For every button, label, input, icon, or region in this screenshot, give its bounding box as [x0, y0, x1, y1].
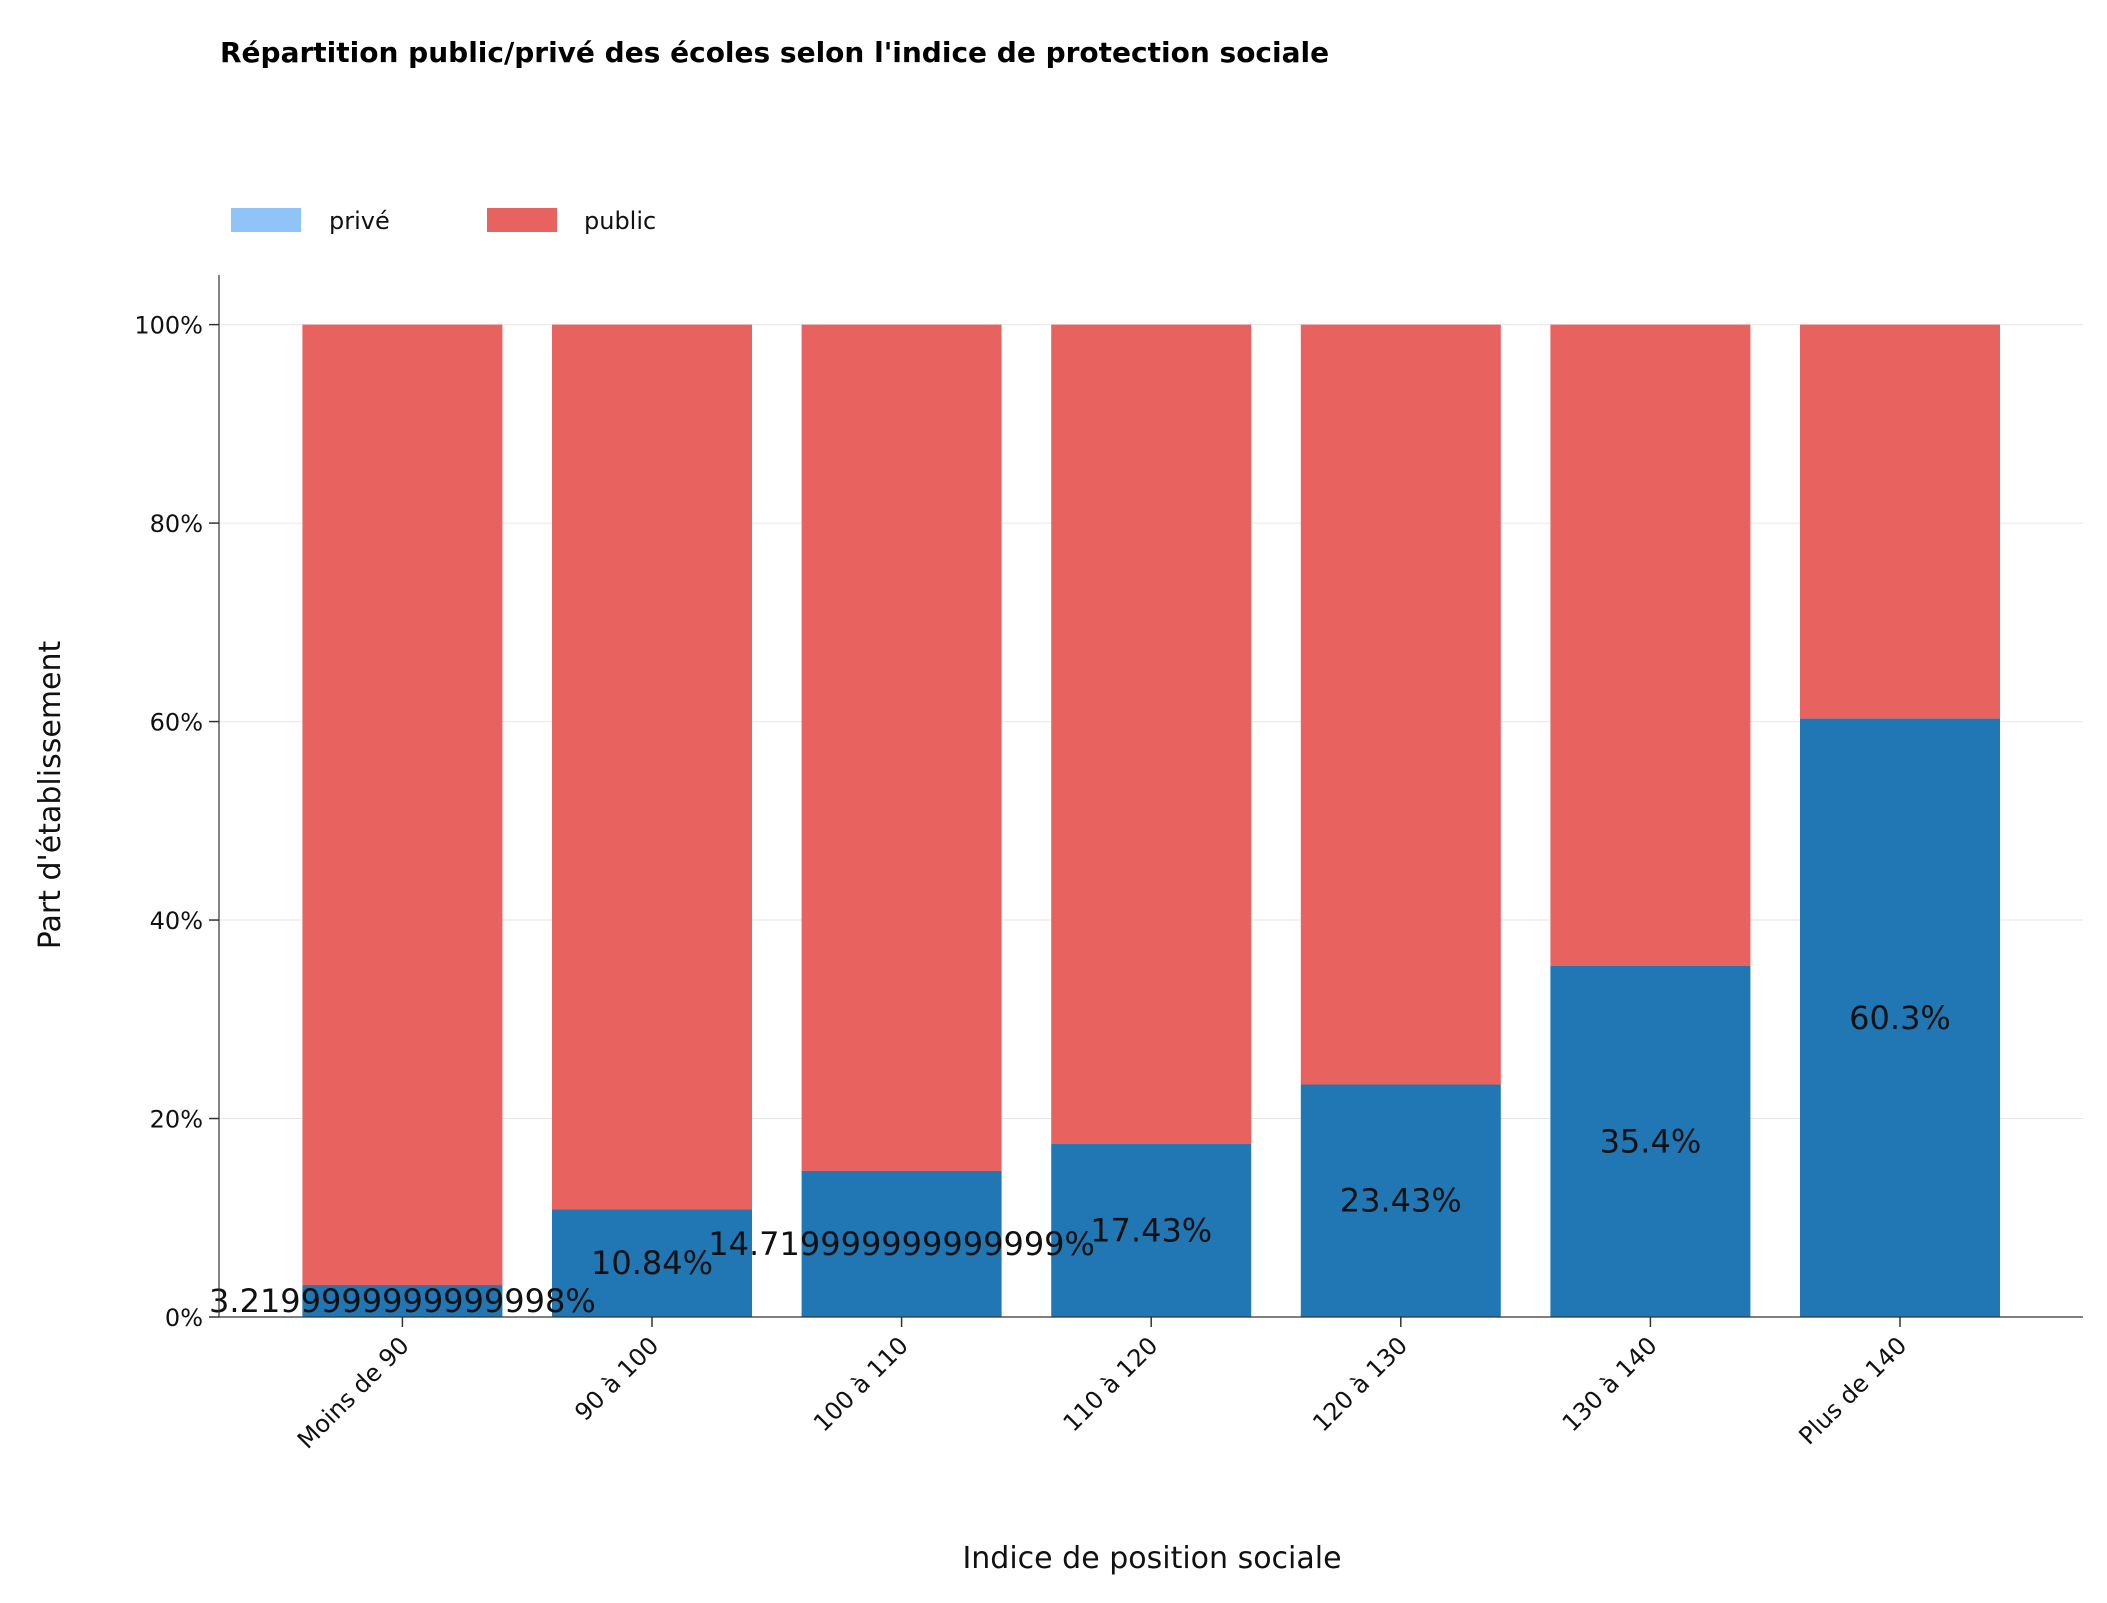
bar-public-5	[1550, 324, 1751, 966]
bar-public-2	[801, 324, 1002, 1171]
bars	[302, 324, 2000, 1317]
data-label-prive-3: 17.43%	[1090, 1212, 1212, 1250]
x-tick-label-1: 90 à 100	[569, 1331, 664, 1426]
bar-public-1	[552, 324, 752, 1210]
legend-swatch-public	[487, 208, 557, 232]
bar-public-3	[1051, 324, 1252, 1145]
bar-prive-4	[1300, 1084, 1501, 1317]
y-axis-label: Part d'établissement	[33, 640, 68, 949]
chart-title: Répartition public/privé des écoles selo…	[220, 36, 1329, 69]
data-label-prive-6: 60.3%	[1849, 999, 1951, 1037]
y-tick-label-20: 20%	[150, 1106, 203, 1134]
legend: privé public	[231, 207, 656, 235]
data-label-prive-4: 23.43%	[1340, 1182, 1462, 1220]
y-tick-label-80: 80%	[150, 510, 203, 538]
bar-prive-2	[801, 1170, 1002, 1317]
data-labels: 3.2199999999999998%10.84%14.719999999999…	[209, 999, 1951, 1320]
data-label-prive-2: 14.719999999999999%	[708, 1225, 1095, 1263]
bar-prive-6	[1800, 718, 2000, 1317]
x-tick-label-3: 110 à 120	[1058, 1331, 1164, 1437]
x-tick-label-2: 100 à 110	[808, 1331, 914, 1437]
x-tick-label-0: Moins de 90	[292, 1331, 415, 1454]
bar-prive-0	[302, 1285, 503, 1317]
legend-label-privé: privé	[329, 207, 390, 235]
x-tick-label-6: Plus de 140	[1794, 1331, 1913, 1450]
y-tick-label-100: 100%	[134, 312, 203, 340]
x-tick-label-5: 130 à 140	[1557, 1331, 1663, 1437]
data-label-prive-5: 35.4%	[1600, 1122, 1702, 1160]
x-tick-label-4: 120 à 130	[1307, 1331, 1413, 1437]
data-label-prive-0: 3.2199999999999998%	[209, 1282, 596, 1320]
y-tick-label-60: 60%	[150, 709, 203, 737]
legend-label-public: public	[584, 207, 656, 235]
bar-public-4	[1300, 324, 1501, 1085]
y-tick-label-0: 0%	[165, 1304, 203, 1332]
bar-public-6	[1800, 324, 2000, 719]
y-tick-label-40: 40%	[150, 907, 203, 935]
bar-public-0	[302, 324, 503, 1286]
bar-prive-5	[1550, 965, 1751, 1317]
bar-prive-3	[1051, 1144, 1252, 1317]
x-axis-label: Indice de position sociale	[962, 1541, 1341, 1576]
bar-prive-1	[552, 1209, 752, 1317]
legend-swatch-privé	[231, 208, 301, 232]
data-label-prive-1: 10.84%	[591, 1244, 713, 1282]
